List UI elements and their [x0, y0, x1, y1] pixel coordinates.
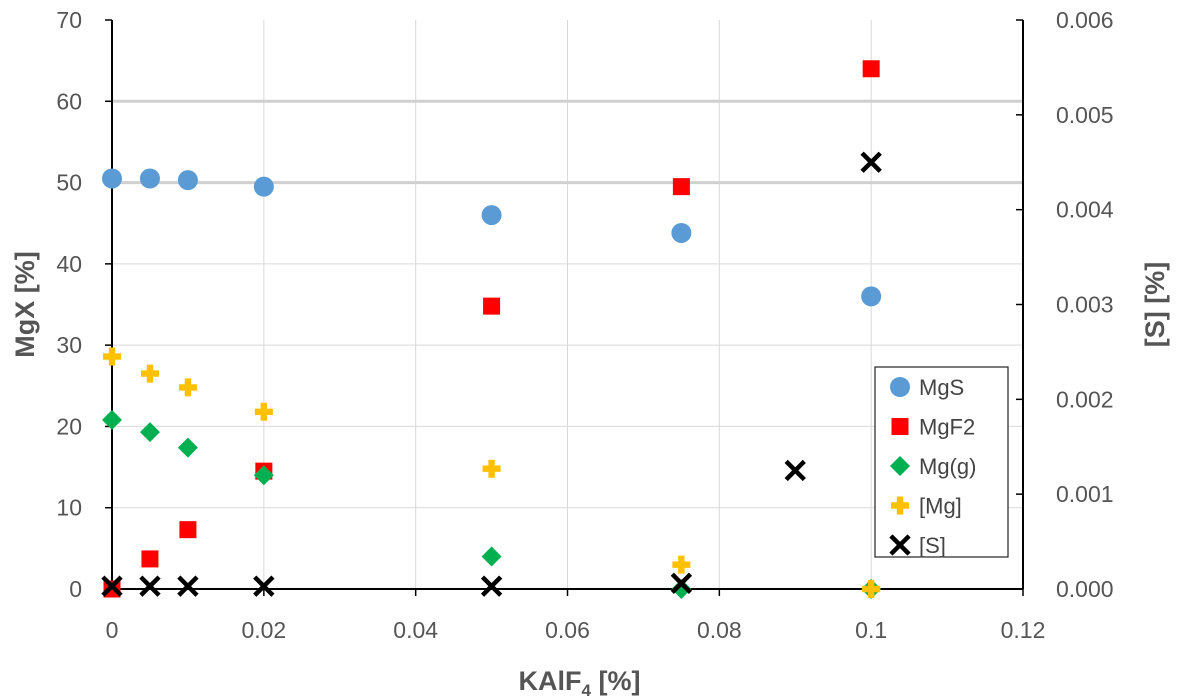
- y2-tick-label: 0.005: [1056, 102, 1114, 128]
- x-axis-title-main: KAlF: [519, 666, 582, 696]
- y-tick-label: 30: [56, 332, 82, 358]
- data-point: [860, 151, 882, 173]
- legend-marker: [889, 534, 911, 556]
- series-mg: [103, 347, 881, 598]
- data-point: [670, 572, 693, 594]
- data-point: [481, 205, 502, 226]
- series-mgs: [102, 168, 882, 307]
- legend-item: MgS: [890, 375, 964, 400]
- y2-tick-label: 0.001: [1056, 481, 1114, 507]
- y-axis-ticks: 0 10 20 30 40 50 60 70: [56, 7, 112, 602]
- data-point: [178, 378, 197, 397]
- y-tick-label: 0: [69, 576, 82, 602]
- x-axis-ticks: 0 0.02 0.04 0.06 0.08 0.1 0.12: [106, 589, 1046, 643]
- legend-marker: [890, 456, 910, 476]
- y-tick-label: 60: [56, 88, 82, 114]
- data-point: [482, 459, 501, 478]
- data-marks: [101, 60, 882, 599]
- y-tick-label: 70: [56, 7, 82, 33]
- data-point: [483, 297, 501, 315]
- data-point: [253, 176, 274, 197]
- data-point: [254, 402, 273, 421]
- data-point: [141, 550, 159, 568]
- y-tick-label: 20: [56, 413, 82, 439]
- data-point: [102, 168, 122, 189]
- data-point: [177, 575, 199, 597]
- data-point: [672, 178, 690, 196]
- y-tick-label: 50: [56, 170, 82, 196]
- y2-tick-label: 0.004: [1056, 197, 1114, 223]
- data-point: [140, 364, 159, 383]
- data-point: [671, 222, 692, 243]
- data-point: [177, 170, 198, 191]
- data-point: [253, 575, 275, 597]
- data-point: [480, 575, 503, 597]
- data-point: [179, 521, 197, 539]
- data-point: [784, 459, 806, 482]
- x-tick-label: 0.04: [393, 617, 438, 643]
- gridlines: [112, 20, 1023, 589]
- data-point: [862, 580, 881, 598]
- x-tick-label: 0: [106, 617, 119, 643]
- x-axis-title-subscript: 4: [582, 681, 592, 699]
- data-point: [101, 575, 123, 597]
- legend-item: [S]: [889, 533, 946, 558]
- y-tick-label: 40: [56, 251, 82, 277]
- legend-label: [Mg]: [919, 494, 962, 519]
- x-axis-title-unit: [%]: [591, 666, 641, 696]
- data-point: [139, 422, 160, 443]
- legend-label: [S]: [919, 533, 946, 558]
- series-mgf2: [103, 60, 880, 598]
- legend-item: MgF2: [891, 415, 975, 440]
- legend-marker: [891, 496, 909, 515]
- data-point: [139, 168, 160, 189]
- legend-item: [Mg]: [891, 494, 962, 519]
- y2-tick-label: 0.002: [1056, 386, 1114, 412]
- legend: MgS MgF2 Mg(g) [Mg] [S]: [874, 366, 1009, 558]
- legend-marker: [890, 377, 910, 397]
- y2-axis-ticks: 0.000 0.001 0.002 0.003 0.004 0.005 0.006: [1016, 7, 1114, 602]
- x-axis-title: KAlF4 [%]: [519, 666, 641, 699]
- data-point: [861, 286, 882, 307]
- data-point: [139, 575, 161, 597]
- x-tick-label: 0.02: [241, 617, 286, 643]
- data-point: [177, 437, 198, 458]
- data-point: [481, 546, 502, 567]
- y2-axis-title: [S] [%]: [1140, 262, 1170, 347]
- x-tick-label: 0.1: [855, 617, 887, 643]
- y2-tick-label: 0.006: [1056, 7, 1114, 33]
- data-point: [671, 579, 692, 599]
- data-point: [862, 60, 880, 78]
- x-tick-label: 0.12: [1001, 617, 1046, 643]
- data-point: [672, 555, 691, 574]
- data-point: [102, 409, 122, 430]
- legend-label: MgS: [919, 375, 964, 400]
- data-point: [253, 465, 274, 486]
- series-s: [101, 151, 882, 597]
- x-tick-label: 0.08: [697, 617, 742, 643]
- x-tick-label: 0.06: [545, 617, 590, 643]
- legend-label: Mg(g): [919, 454, 976, 479]
- y-tick-label: 10: [56, 495, 82, 521]
- legend-marker: [891, 418, 909, 435]
- y2-tick-label: 0.000: [1056, 576, 1114, 602]
- legend-label: MgF2: [919, 415, 975, 440]
- y-axis-title: MgX [%]: [10, 251, 40, 357]
- y2-tick-label: 0.003: [1056, 292, 1114, 318]
- data-point: [103, 347, 121, 366]
- legend-item: Mg(g): [890, 454, 976, 479]
